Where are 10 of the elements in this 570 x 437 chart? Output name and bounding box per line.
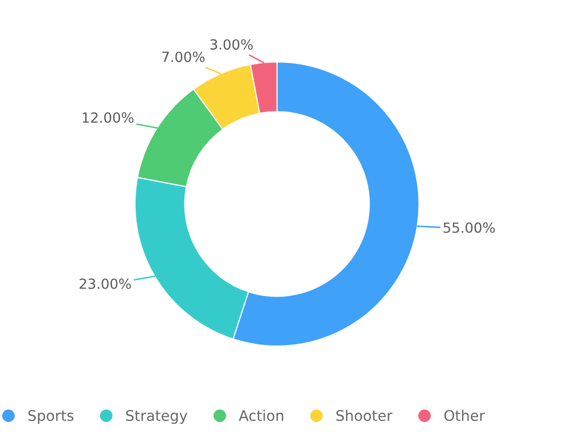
data-label: 3.00% [210,39,253,50]
legend-label: Shooter [336,410,392,422]
legend-label: Other [444,410,485,422]
legend-label: Action [238,410,284,422]
data-label: 55.00% [444,222,495,233]
data-label: 7.00% [162,52,205,62]
legend-label: Strategy [126,410,188,424]
data-label: 23.00% [80,278,131,289]
data-label: 12.00% [82,112,134,123]
legend-label: Sports [28,410,74,424]
